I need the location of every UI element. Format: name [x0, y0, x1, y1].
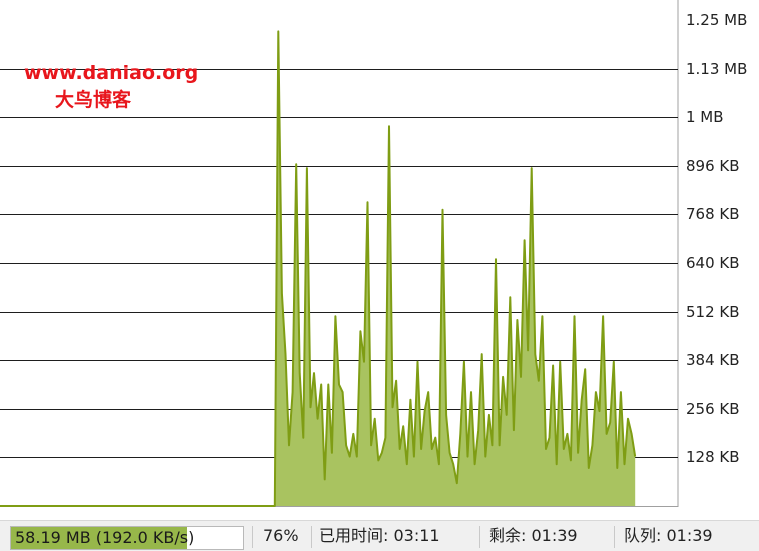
- y-tick-label: 1 MB: [686, 108, 724, 126]
- elapsed-time: 已用时间: 03:11: [319, 526, 440, 545]
- status-separator: [479, 526, 480, 548]
- y-tick-label: 768 KB: [686, 205, 740, 223]
- transfer-progress-bar: 58.19 MB (192.0 KB/s): [10, 526, 244, 550]
- y-tick-label: 640 KB: [686, 254, 740, 272]
- status-separator: [252, 526, 253, 548]
- traffic-line: [0, 30, 637, 507]
- transferred-amount: 58.19 MB (192.0 KB/s): [15, 528, 195, 547]
- watermark-url: www.daniao.org: [24, 62, 198, 84]
- y-tick-label: 1.25 MB: [686, 11, 747, 29]
- bandwidth-graph-svg: 128 KB 256 KB 384 KB 512 KB 640 KB 768 KB 896 …: [0, 0, 747, 507]
- y-tick-label: 512 KB: [686, 303, 740, 321]
- watermark: www.daniao.org 大鸟博客: [24, 62, 198, 111]
- remaining-time: 剩余: 01:39: [489, 526, 578, 545]
- y-tick-label: 1.13 MB: [686, 60, 747, 78]
- y-tick-label: 896 KB: [686, 157, 740, 175]
- y-tick-label: 128 KB: [686, 448, 740, 466]
- transfer-progress-fill: [11, 527, 188, 549]
- status-separator: [614, 526, 615, 548]
- y-tick-label: 256 KB: [686, 400, 740, 418]
- percent-complete: 76%: [263, 526, 299, 545]
- y-axis-labels: 128 KB 256 KB 384 KB 512 KB 640 KB 768 KB 896 …: [686, 11, 747, 466]
- status-bar: 58.19 MB (192.0 KB/s) 76% 已用时间: 03:11 剩余…: [0, 520, 759, 551]
- y-tick-label: 384 KB: [686, 351, 740, 369]
- status-separator: [311, 526, 312, 548]
- bandwidth-graph: 128 KB 256 KB 384 KB 512 KB 640 KB 768 KB 896 …: [0, 0, 759, 520]
- watermark-name: 大鸟博客: [55, 88, 132, 111]
- queue-time: 队列: 01:39: [624, 526, 713, 545]
- traffic-area: [0, 30, 637, 507]
